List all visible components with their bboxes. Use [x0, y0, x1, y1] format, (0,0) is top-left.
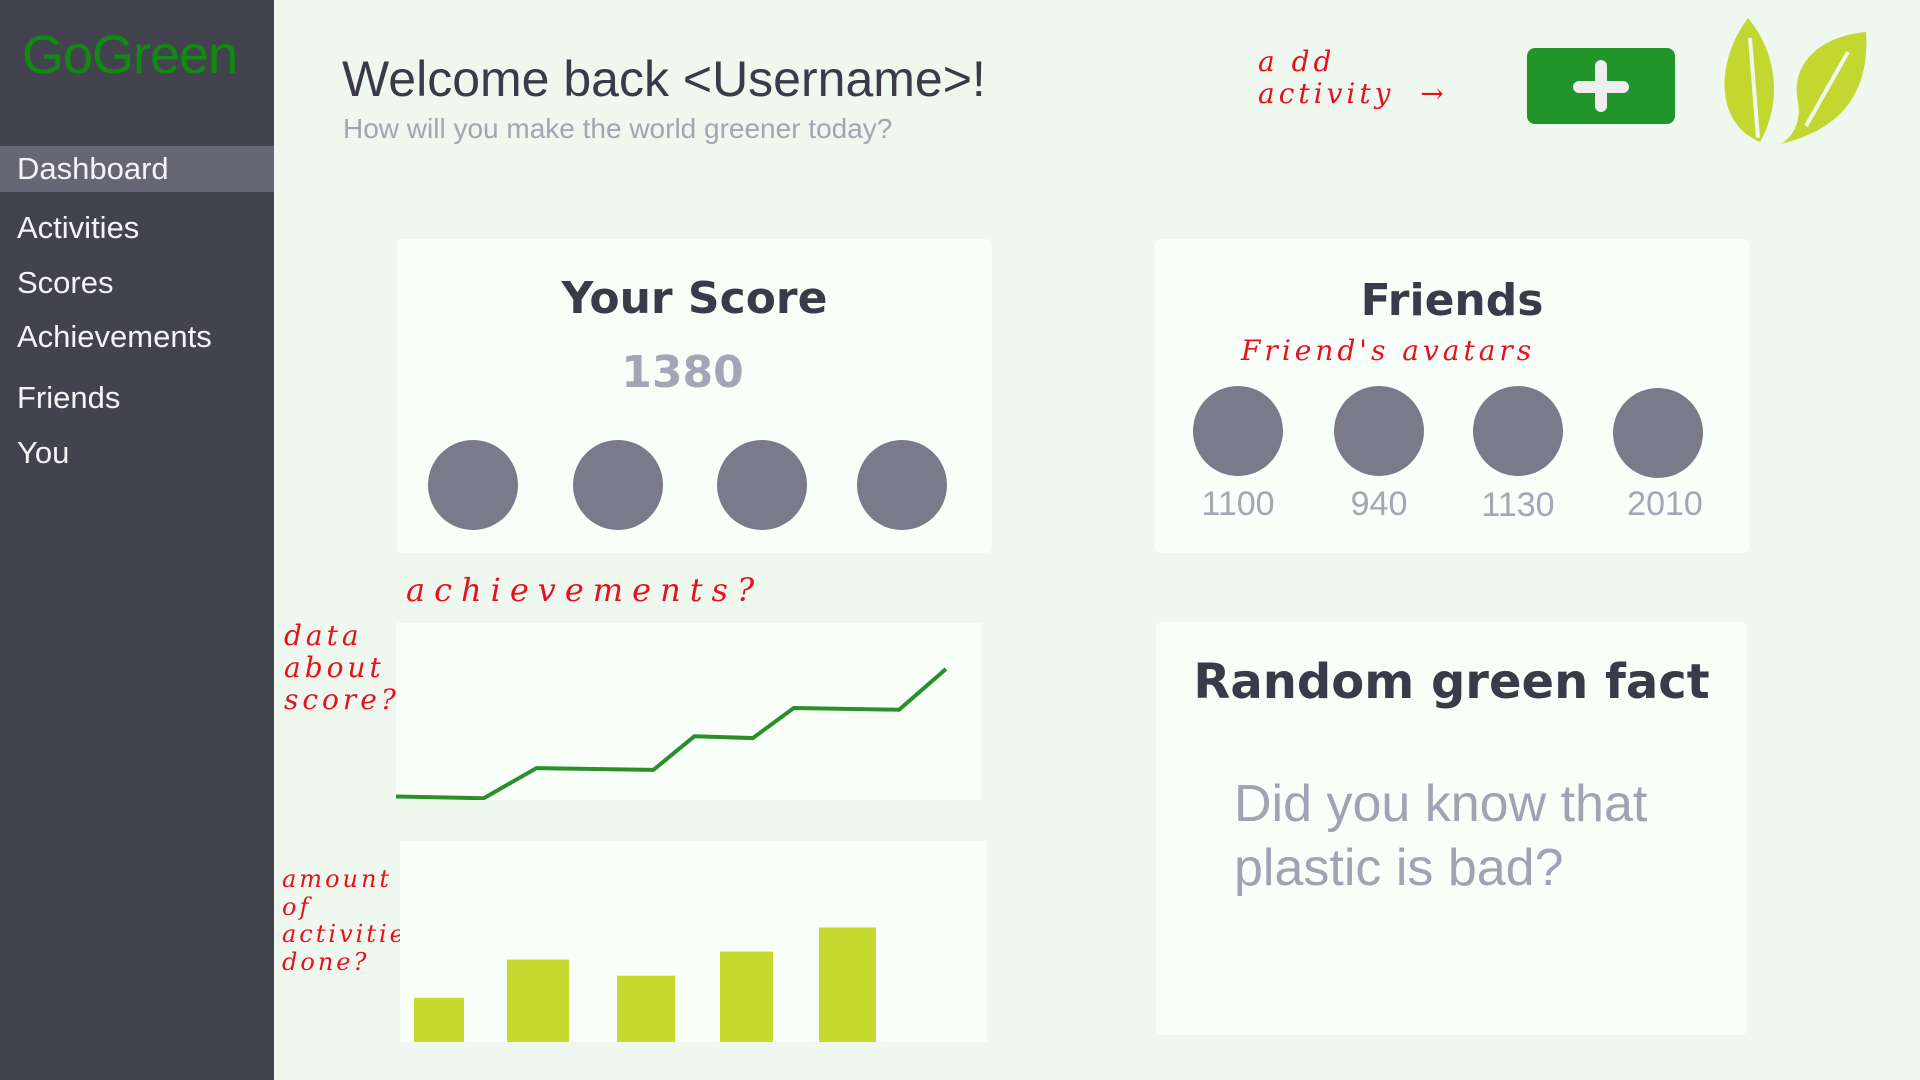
score-line	[395, 667, 948, 801]
line-chart-svg	[395, 667, 948, 801]
friend-score: 2010	[1627, 485, 1703, 523]
leaf-icon	[1724, 18, 1867, 144]
achievement-badge[interactable]	[573, 440, 663, 530]
sidebar-item-friends[interactable]: Friends	[17, 380, 121, 415]
annotation-activities-done: amount of activities done?	[282, 865, 423, 976]
fact-text: Did you know that plastic is bad?	[1234, 775, 1648, 897]
app-logo: GoGreen	[22, 25, 238, 85]
friend-avatar[interactable]	[1334, 386, 1424, 476]
annotation-friends-avatars: Friend's avatars	[1241, 334, 1536, 367]
friend-avatar[interactable]	[1613, 388, 1703, 478]
friend-avatar[interactable]	[1473, 386, 1563, 476]
sidebar-item-dashboard[interactable]: Dashboard	[0, 146, 274, 192]
page-title: Welcome back <Username>!	[342, 51, 986, 107]
score-line-chart	[395, 623, 981, 801]
achievement-badge[interactable]	[857, 440, 947, 530]
friend-score: 1100	[1201, 485, 1275, 523]
score-value: 1380	[621, 347, 744, 398]
bar-chart-svg	[414, 927, 876, 1042]
add-activity-button[interactable]	[1527, 48, 1675, 124]
fact-card-title: Random green fact	[1193, 654, 1710, 710]
annotation-achievements: achievements?	[406, 571, 764, 609]
annotation-score-data: data about score?	[284, 619, 400, 717]
friend-avatar[interactable]	[1193, 386, 1283, 476]
activity-bar	[507, 959, 569, 1042]
activities-bar-chart	[400, 841, 987, 1042]
activity-bar	[617, 975, 675, 1042]
page-subtitle: How will you make the world greener toda…	[343, 113, 893, 144]
activity-bar	[819, 927, 876, 1042]
fact-card: Random green fact Did you know that plas…	[1156, 622, 1747, 1035]
activity-bar	[414, 997, 464, 1042]
activity-bar	[720, 951, 773, 1042]
friends-card: Friends Friend's avatars 1100 940 1130 2…	[1155, 239, 1749, 553]
annotation-add-activity: a dd activity →	[1258, 45, 1448, 111]
sidebar-item-achievements[interactable]: Achievements	[17, 319, 212, 354]
achievement-badge[interactable]	[717, 440, 807, 530]
sidebar-item-scores[interactable]: Scores	[17, 265, 114, 300]
sidebar-item-activities[interactable]: Activities	[17, 210, 140, 245]
sidebar-item-you[interactable]: You	[17, 435, 70, 470]
score-card: Your Score 1380	[397, 239, 992, 553]
achievement-badge[interactable]	[428, 440, 518, 530]
sidebar: GoGreen Dashboard Activities Scores Achi…	[0, 0, 274, 1080]
friend-score: 940	[1350, 485, 1408, 523]
score-card-title: Your Score	[561, 273, 828, 324]
friend-score: 1130	[1481, 486, 1555, 524]
friends-card-title: Friends	[1360, 275, 1544, 326]
